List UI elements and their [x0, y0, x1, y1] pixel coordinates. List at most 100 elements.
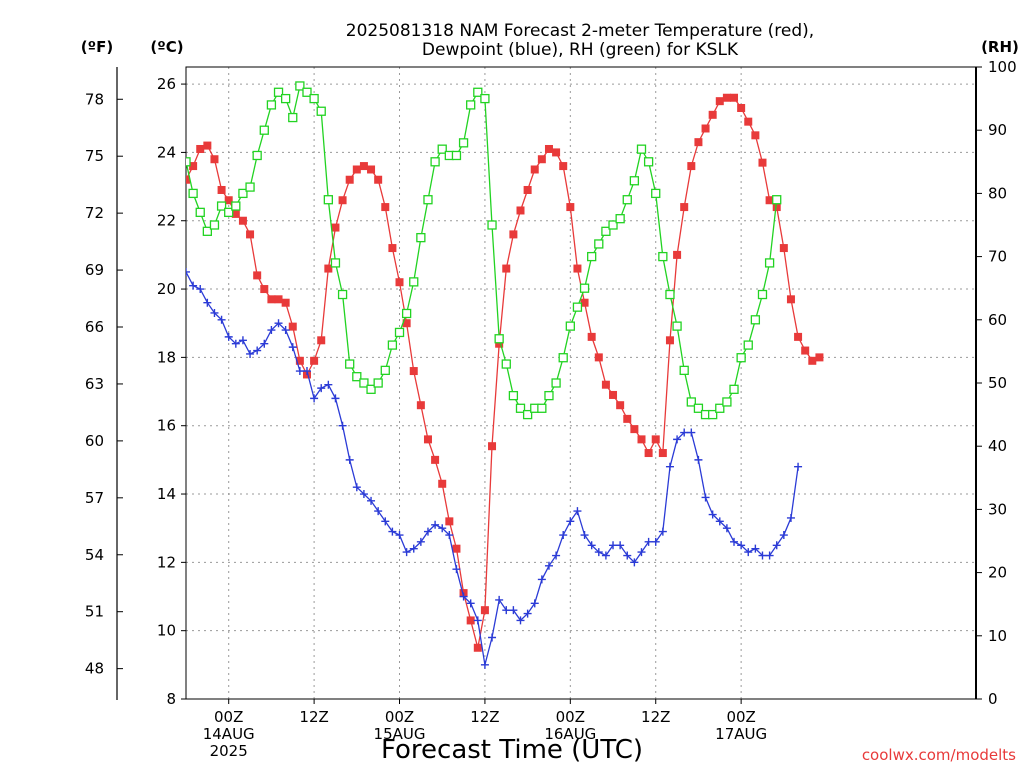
dewpoint-point	[260, 339, 269, 348]
temperature-line	[186, 97, 820, 648]
celsius-tick-label: 16	[157, 417, 176, 435]
temperature-point	[694, 138, 703, 147]
temperature-point	[523, 185, 532, 194]
rh-point	[558, 353, 568, 363]
x-tick-label: 14AUG	[203, 725, 255, 743]
grid-lines	[186, 67, 976, 700]
fahrenheit-unit-label: (ºF)	[81, 38, 113, 56]
dewpoint-point	[687, 428, 696, 437]
dewpoint-point	[217, 315, 226, 324]
rh-point	[352, 372, 362, 382]
rh-point	[259, 125, 269, 135]
temperature-point	[708, 110, 717, 119]
dewpoint-point	[651, 537, 660, 546]
x-tick-label: 12Z	[641, 708, 670, 726]
rh-point	[494, 334, 504, 344]
temperature-point	[786, 295, 795, 304]
temperature-point	[452, 544, 461, 553]
fahrenheit-tick-label: 78	[85, 90, 104, 108]
dewpoint-point	[302, 367, 311, 376]
dewpoint-point	[267, 326, 276, 335]
temperature-point	[331, 223, 340, 232]
temperature-point	[186, 175, 190, 184]
temperature-point	[808, 356, 817, 365]
dewpoint-point	[623, 551, 632, 560]
rh-point	[309, 93, 319, 104]
temperature-point	[317, 336, 326, 345]
dewpoint-point	[509, 606, 518, 615]
dewpoint-point	[779, 531, 788, 540]
rh-point	[430, 157, 440, 167]
rh-point	[423, 195, 433, 205]
temperature-point	[345, 175, 354, 184]
temperature-point	[203, 141, 212, 150]
temperature-point	[722, 93, 731, 102]
dewpoint-point	[694, 455, 703, 464]
celsius-tick-label: 8	[166, 690, 176, 708]
rh-point	[594, 239, 604, 249]
temperature-point	[651, 435, 660, 444]
fahrenheit-tick-label: 60	[85, 432, 104, 450]
dewpoint-point	[274, 319, 283, 328]
rh-tick-label: 80	[988, 184, 1007, 202]
x-tick-label: 00Z	[214, 708, 243, 726]
temperature-point	[359, 162, 368, 171]
rh-point	[551, 378, 561, 388]
temperature-point	[324, 264, 333, 273]
temperature-point	[466, 616, 475, 625]
dewpoint-point	[544, 561, 553, 570]
temperature-point	[537, 155, 546, 164]
dewpoint-series	[186, 267, 803, 669]
dewpoint-point	[786, 513, 795, 522]
dewpoint-point	[438, 524, 447, 533]
dewpoint-point	[374, 507, 383, 516]
temperature-point	[751, 131, 760, 140]
dewpoint-point	[637, 548, 646, 557]
temperature-point	[224, 196, 233, 205]
temperature-point	[502, 264, 511, 273]
temperature-point	[438, 479, 447, 488]
rh-point	[764, 258, 775, 268]
dewpoint-point	[658, 527, 667, 536]
rh-point	[750, 315, 761, 325]
temperature-point	[260, 285, 269, 294]
temperature-point	[495, 339, 504, 348]
rh-tick-label: 30	[988, 500, 1007, 518]
fahrenheit-tick-label: 72	[85, 204, 104, 222]
rh-point	[715, 403, 725, 413]
temperature-point	[779, 244, 788, 253]
temperature-point	[231, 209, 240, 218]
temperature-point	[431, 455, 440, 464]
rh-point	[359, 378, 369, 388]
temperature-point	[530, 165, 539, 174]
temperature-point	[737, 103, 746, 112]
rh-point	[665, 289, 675, 300]
temperature-point	[338, 196, 347, 205]
rh-point	[280, 93, 291, 104]
temperature-point	[480, 606, 489, 615]
rh-point	[188, 188, 198, 199]
fahrenheit-tick-label: 66	[85, 318, 104, 336]
temperature-series	[186, 93, 824, 652]
rh-point	[515, 403, 526, 413]
dewpoint-point	[680, 428, 689, 437]
rh-point	[437, 144, 447, 154]
temperature-point	[623, 414, 632, 423]
temperature-point	[559, 162, 568, 171]
dewpoint-point	[530, 599, 539, 608]
temperature-point	[744, 117, 753, 126]
temperature-point	[367, 165, 376, 174]
rh-point	[565, 321, 575, 331]
dewpoint-point	[231, 339, 240, 348]
x-tick-label: 12Z	[299, 708, 328, 726]
rh-point	[544, 390, 554, 401]
rh-point	[729, 384, 739, 394]
temperature-point	[594, 353, 603, 362]
rh-point	[224, 207, 234, 218]
dewpoint-point	[473, 616, 482, 625]
rh-tick-label: 100	[988, 58, 1017, 76]
rh-point	[186, 157, 191, 167]
dewpoint-point	[352, 483, 361, 492]
dewpoint-point	[224, 332, 233, 341]
celsius-tick-label: 20	[157, 280, 176, 298]
